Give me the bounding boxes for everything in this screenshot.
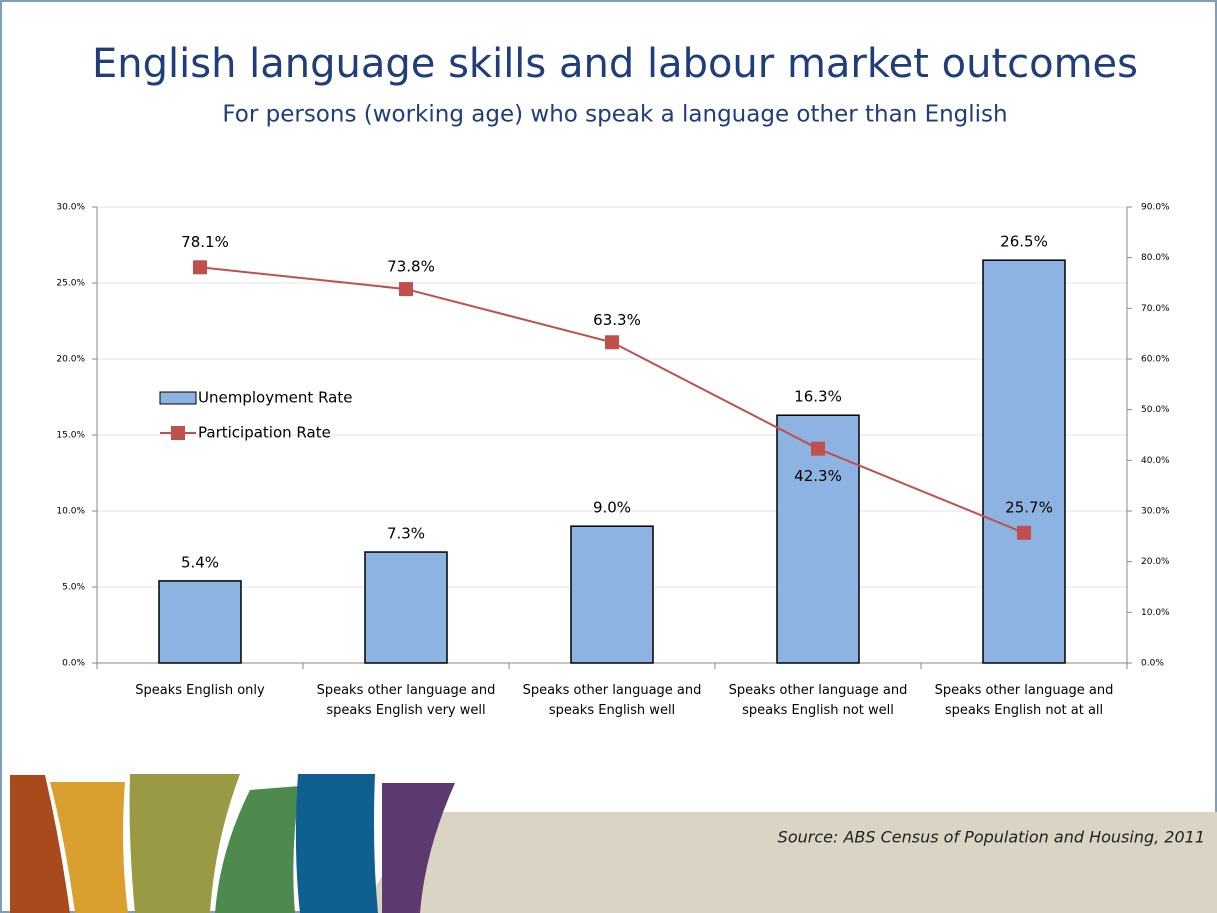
marker xyxy=(1017,525,1031,540)
deco xyxy=(295,774,378,913)
chart-title: English language skills and labour marke… xyxy=(92,41,1138,87)
y-tick-label: 0.0% xyxy=(62,659,85,669)
data-label: 26.5% xyxy=(1000,233,1048,251)
x-tick-label: Speaks other language and speaks English… xyxy=(522,683,702,718)
deco xyxy=(10,775,70,913)
bar xyxy=(570,525,654,664)
legend-label: Unemployment Rate xyxy=(198,389,352,407)
marker xyxy=(193,260,207,275)
marker xyxy=(399,282,413,297)
chart-subtitle: For persons (working age) who speak a la… xyxy=(222,102,1007,128)
deco xyxy=(382,783,455,913)
y-tick-label: 10.0% xyxy=(56,507,85,517)
data-label: 63.3% xyxy=(593,311,641,329)
y2-tick-label: 80.0% xyxy=(1141,253,1170,263)
data-label: 42.3% xyxy=(794,467,842,485)
legend-swatch xyxy=(159,391,197,405)
y-tick-label: 30.0% xyxy=(56,203,85,213)
y2-tick-label: 70.0% xyxy=(1141,304,1170,314)
y2-tick-label: 0.0% xyxy=(1141,659,1164,669)
y2-tick-label: 30.0% xyxy=(1141,507,1170,517)
x-tick-label: Speaks other language and speaks English… xyxy=(316,683,496,718)
data-label: 25.7% xyxy=(1005,498,1053,516)
deco xyxy=(215,786,300,913)
data-label: 7.3% xyxy=(387,525,425,543)
y2-tick-label: 50.0% xyxy=(1141,405,1170,415)
marker xyxy=(605,335,619,350)
x-tick-label: Speaks English only xyxy=(135,683,265,698)
y-tick-label: 20.0% xyxy=(56,355,85,365)
y2-tick-label: 10.0% xyxy=(1141,608,1170,618)
bar xyxy=(158,580,242,664)
data-label: 78.1% xyxy=(181,233,229,251)
y2-tick-label: 60.0% xyxy=(1141,355,1170,365)
footer-band xyxy=(360,812,1217,913)
bar xyxy=(776,414,860,664)
y-tick-label: 15.0% xyxy=(56,431,85,441)
data-label: 16.3% xyxy=(794,388,842,406)
x-tick-label: Speaks other language and speaks English… xyxy=(934,683,1114,718)
deco xyxy=(129,774,240,913)
y-tick-label: 5.0% xyxy=(62,583,85,593)
bar xyxy=(982,259,1066,664)
bar xyxy=(364,551,448,664)
data-label: 73.8% xyxy=(387,258,435,276)
y2-tick-label: 20.0% xyxy=(1141,557,1170,567)
marker xyxy=(811,441,825,456)
data-label: 5.4% xyxy=(181,553,219,571)
deco xyxy=(50,782,128,913)
y2-tick-label: 40.0% xyxy=(1141,456,1170,466)
legend-swatch xyxy=(171,426,185,440)
x-tick-label: Speaks other language and speaks English… xyxy=(728,683,908,718)
y-tick-label: 25.0% xyxy=(56,279,85,289)
data-label: 9.0% xyxy=(593,499,631,517)
legend-label: Participation Rate xyxy=(198,424,331,442)
source-note: Source: ABS Census of Population and Hou… xyxy=(778,828,1205,847)
y2-tick-label: 90.0% xyxy=(1141,203,1170,213)
